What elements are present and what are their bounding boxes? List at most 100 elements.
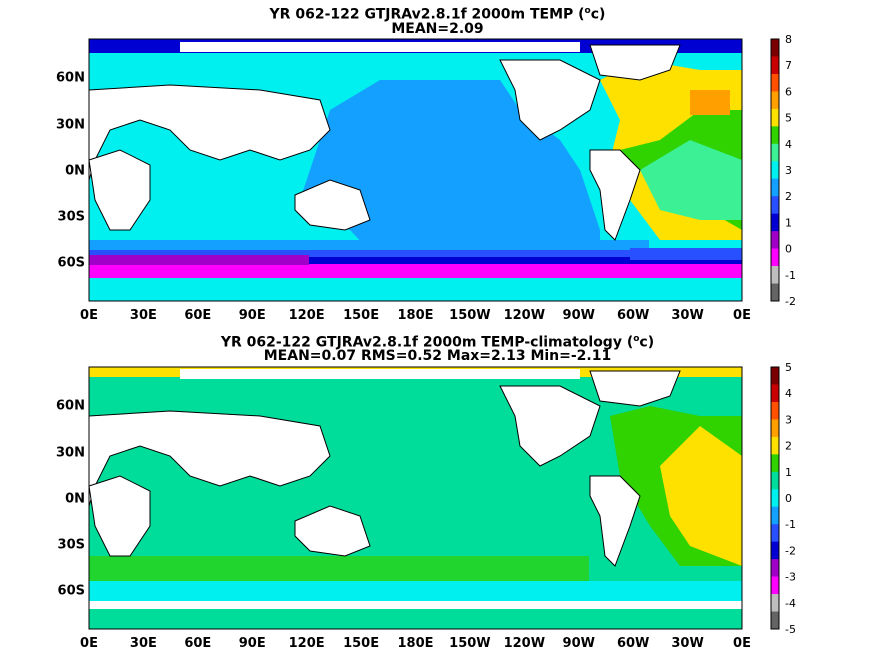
- colorbar-swatch: [771, 524, 779, 543]
- lon-tick-label: 150E: [343, 308, 379, 323]
- colorbar-label: 1: [785, 216, 792, 229]
- colorbar-swatch: [771, 384, 779, 403]
- panel2-title-unit: c): [639, 334, 655, 351]
- lon-tick-label: 60E: [184, 636, 211, 651]
- panel1-title-text: YR 062-122 GTJRAv2.8.1f 2000m TEMP (: [269, 6, 585, 23]
- colorbar-swatch: [771, 367, 779, 385]
- colorbar-swatch: [771, 489, 779, 508]
- panel1-lat-ticks: 60N 30N 0N 30S 60S: [56, 71, 85, 271]
- colorbar-swatch: [771, 506, 779, 525]
- lat-tick-label: 30S: [58, 537, 85, 552]
- colorbar-swatch: [771, 283, 779, 302]
- colorbar-border: [770, 366, 780, 630]
- colorbar-swatch: [771, 594, 779, 613]
- lon-tick-label: 30E: [130, 308, 157, 323]
- colorbar-border: [770, 38, 780, 302]
- lon-tick-label: 60W: [617, 636, 649, 651]
- lat-tick-label: 30N: [56, 118, 85, 133]
- colorbar-swatch: [771, 541, 779, 560]
- lon-tick-label: 150W: [449, 308, 490, 323]
- panel2-title-degree: o: [633, 334, 640, 344]
- colorbar-swatch: [771, 108, 779, 127]
- lat-tick-label: 0N: [65, 164, 85, 179]
- colorbar-swatch: [771, 178, 779, 197]
- lat-tick-label: 60S: [58, 583, 85, 598]
- colorbar-swatch: [771, 611, 779, 630]
- lon-tick-label: 120W: [504, 636, 545, 651]
- colorbar-label: 0: [785, 492, 792, 505]
- colorbar-swatch: [771, 56, 779, 75]
- lon-tick-label: 30W: [671, 308, 703, 323]
- lon-tick-label: 60W: [617, 308, 649, 323]
- panel1-title-unit: c): [590, 6, 606, 23]
- colorbar-label: -3: [785, 571, 796, 584]
- colorbar-label: 6: [785, 85, 792, 98]
- panel1-colorbar: 8 7 6 5 4 3 2 1 0 -1 -2: [770, 33, 796, 308]
- colorbar-swatch: [771, 454, 779, 473]
- colorbar-label: 5: [785, 361, 792, 374]
- colorbar-swatch: [771, 266, 779, 285]
- colorbar-label: 1: [785, 466, 792, 479]
- lon-tick-label: 0E: [80, 636, 98, 651]
- colorbar-label: 4: [785, 138, 792, 151]
- colorbar-swatch: [771, 73, 779, 92]
- panel1-title-degree: o: [584, 6, 591, 16]
- panel2-colorbar: 5 4 3 2 1 0 -1 -2 -3 -4 -5: [770, 361, 796, 636]
- panel2-title: YR 062-122 GTJRAv2.8.1f 2000m TEMP-clima…: [0, 331, 875, 352]
- colorbar-swatch: [771, 248, 779, 267]
- lon-tick-label: 90W: [563, 636, 595, 651]
- colorbar-label: 2: [785, 440, 792, 453]
- lon-tick-label: 60E: [184, 308, 211, 323]
- colorbar-label: 8: [785, 33, 792, 46]
- colorbar-swatch: [771, 91, 779, 110]
- panel2-title-text: YR 062-122 GTJRAv2.8.1f 2000m TEMP-clima…: [220, 334, 634, 351]
- colorbar-swatch: [771, 419, 779, 438]
- colorbar-label: 2: [785, 190, 792, 203]
- lon-tick-label: 180E: [397, 308, 433, 323]
- lat-tick-label: 0N: [65, 492, 85, 507]
- colorbar-swatch: [771, 213, 779, 232]
- lon-tick-label: 180E: [397, 636, 433, 651]
- lon-tick-label: 0E: [733, 636, 751, 651]
- colorbar-swatch: [771, 126, 779, 145]
- panel1-title: YR 062-122 GTJRAv2.8.1f 2000m TEMP (oc): [0, 3, 875, 24]
- panel1-lon-ticks: 0E 30E 60E 90E 120E 150E 180E 150W 120W 90W 60W 30W…: [80, 308, 751, 323]
- lon-tick-label: 120E: [289, 308, 325, 323]
- lon-tick-label: 150E: [343, 636, 379, 651]
- panel1-map-figure: 0E 30E 60E 90E 120E 150E 180E 150W 120W 90W 60W 30W…: [56, 33, 796, 323]
- colorbar-label: -1: [785, 518, 796, 531]
- lon-tick-label: 90E: [239, 308, 266, 323]
- lat-tick-label: 30N: [56, 446, 85, 461]
- colorbar-swatch: [771, 471, 779, 490]
- lon-tick-label: 120E: [289, 636, 325, 651]
- colorbar-label: 4: [785, 387, 792, 400]
- colorbar-label: 0: [785, 243, 792, 256]
- panel2-subtitle: MEAN=0.07 RMS=0.52 Max=2.13 Min=-2.11: [263, 348, 612, 364]
- colorbar-swatch: [771, 196, 779, 215]
- colorbar-label: -1: [785, 269, 796, 282]
- colorbar-swatch: [771, 401, 779, 420]
- panel1-map: [88, 38, 743, 302]
- lon-tick-label: 30E: [130, 636, 157, 651]
- lon-tick-label: 150W: [449, 636, 490, 651]
- lon-tick-label: 0E: [80, 308, 98, 323]
- lat-tick-label: 60S: [58, 255, 85, 270]
- colorbar-label: 3: [785, 413, 792, 426]
- colorbar-label: -4: [785, 597, 796, 610]
- colorbar-swatch: [771, 143, 779, 162]
- lon-tick-label: 120W: [504, 308, 545, 323]
- panel1-subtitle: MEAN=2.09: [391, 21, 484, 37]
- colorbar-swatch: [771, 576, 779, 595]
- panel2-map: [88, 366, 743, 630]
- colorbar-label: 5: [785, 112, 792, 125]
- colorbar-label: -5: [785, 623, 796, 636]
- lon-tick-label: 30W: [671, 636, 703, 651]
- panel2-lat-ticks: 60N 30N 0N 30S 60S: [56, 399, 85, 599]
- colorbar-swatch: [771, 231, 779, 250]
- colorbar-label: -2: [785, 295, 796, 308]
- colorbar-swatch: [771, 559, 779, 578]
- colorbar-swatch: [771, 39, 779, 57]
- lon-tick-label: 0E: [733, 308, 751, 323]
- lon-tick-label: 90E: [239, 636, 266, 651]
- colorbar-label: 3: [785, 164, 792, 177]
